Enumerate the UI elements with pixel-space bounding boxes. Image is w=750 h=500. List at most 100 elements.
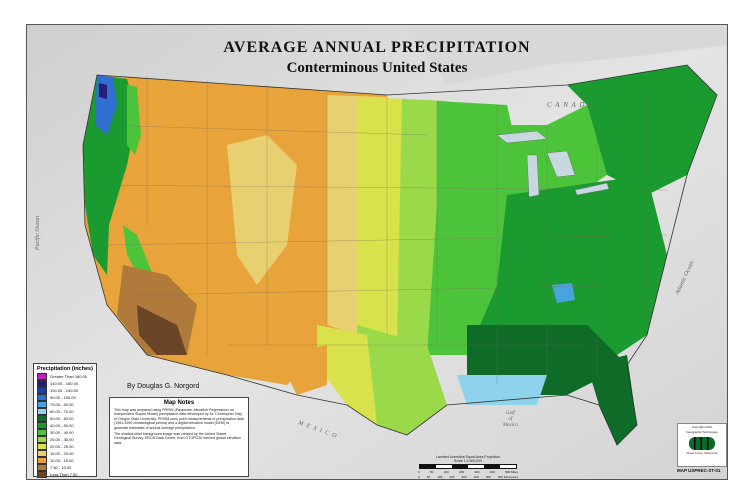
legend-swatch [37, 408, 47, 415]
legend-swatch [37, 429, 47, 436]
scale-tick: 300 [461, 475, 467, 479]
zone-texas-east [357, 325, 447, 435]
legend-swatch [37, 387, 47, 394]
legend-label: 70.00 - 90.00 [50, 402, 74, 407]
notes-paragraph-1: This map was prepared using PRISM (Param… [114, 408, 244, 430]
zone-cascades [127, 85, 141, 155]
globe-logo-icon [689, 436, 715, 450]
map-area: AVERAGE ANNUAL PRECIPITATION Conterminou… [26, 24, 728, 480]
map-id: MAP USPREC-ST-01 [677, 468, 721, 473]
scale-bar-graphic [419, 464, 517, 469]
legend-label: 15.00 - 20.00 [50, 451, 74, 456]
legend-label: Less Than 7.50 [50, 472, 78, 477]
zone-texas-west [277, 345, 327, 395]
legend-item: 40.00 - 50.00 [34, 422, 96, 429]
map-subtitle: Conterminous United States [286, 60, 468, 76]
legend-swatch [37, 471, 47, 478]
copyright-box: Copyright 2001 Geographic Techniques Clo… [677, 423, 727, 467]
legend-swatch [37, 436, 47, 443]
label-canada: C A N A D A [547, 101, 594, 109]
legend-swatch [37, 450, 47, 457]
scale-tick: 100 [437, 475, 443, 479]
scale-tick: 50 [426, 475, 431, 479]
scale-tick: 100 [443, 470, 449, 474]
gulf-line-2: of [508, 417, 513, 422]
legend-swatch [37, 464, 47, 471]
legend-item: 100.00 - 140.00 [34, 387, 96, 394]
scale-tick: 200 [459, 470, 465, 474]
legend-label: 140.00 - 180.00 [50, 381, 79, 386]
legend-label: 90.00 - 100.00 [50, 395, 76, 400]
map-title: AVERAGE ANNUAL PRECIPITATION [223, 39, 531, 56]
scale-bar: Lambert Azimuthal Equal-Area Projection … [413, 455, 523, 479]
legend-label: 20.00 - 25.00 [50, 444, 74, 449]
scale-tick: 400 [473, 475, 479, 479]
us-outline [82, 64, 718, 446]
legend-rows: Greater Than 180.00 140.00 - 180.00 100.00… [34, 373, 96, 478]
legend-label: 25.00 - 30.00 [50, 437, 74, 442]
legend-swatch [37, 401, 47, 408]
legend-label: 50.00 - 60.00 [50, 416, 74, 421]
legend-title: Precipitation (inches) [37, 366, 93, 372]
legend-item: 50.00 - 60.00 [34, 415, 96, 422]
legend-label: 7.50 - 10.00 [50, 465, 72, 470]
legend-label: 100.00 - 140.00 [50, 388, 79, 393]
zone-florida [587, 355, 637, 445]
zone-olympic-peak [99, 83, 107, 99]
canada-relief [407, 25, 727, 85]
zone-appalachian-wet [552, 283, 575, 303]
scale-caption: Scale 1:2,500,000 [453, 459, 483, 463]
gulf-line-3: Mexico [503, 423, 518, 428]
legend-swatch [37, 457, 47, 464]
legend-item: 15.00 - 20.00 [34, 450, 96, 457]
scale-tick: 500 [485, 475, 491, 479]
scale-tick: 0 [418, 475, 420, 479]
legend-item: 30.00 - 40.00 [34, 429, 96, 436]
legend-swatch [37, 443, 47, 450]
scale-ticks-miles: 0 50 100 200 300 400 500 Miles [418, 470, 518, 474]
map-notes: Map Notes This map was prepared using PR… [109, 397, 249, 477]
author-credit: By Douglas G. Norgord [127, 383, 200, 390]
label-gulf-of-mexico: Gulf of Mexico [503, 411, 518, 429]
copyright-line-1: Copyright 2001 [691, 425, 713, 429]
zone-northeast [567, 65, 717, 195]
scale-ticks-km: 0 50 100 200 300 400 500 600 Kilometers [418, 475, 518, 479]
legend-label: Greater Than 180.00 [50, 374, 88, 379]
legend-swatch [37, 415, 47, 422]
legend-swatch [37, 373, 47, 380]
legend-item: 90.00 - 100.00 [34, 394, 96, 401]
legend-swatch [37, 422, 47, 429]
legend-label: 10.00 - 15.00 [50, 458, 74, 463]
precipitation-legend: Precipitation (inches) Greater Than 180.… [33, 363, 97, 478]
zone-sonoran [137, 305, 187, 355]
zone-texas-central [317, 325, 377, 425]
scale-tick: 50 [430, 470, 434, 474]
copyright-line-3: Cloud Cover, Wisconsin [686, 450, 718, 455]
legend-swatch [37, 394, 47, 401]
legend-item: 70.00 - 90.00 [34, 401, 96, 408]
legend-swatch [37, 380, 47, 387]
legend-item: 60.00 - 70.00 [34, 408, 96, 415]
scale-tick: 0 [418, 470, 420, 474]
legend-label: 30.00 - 40.00 [50, 430, 74, 435]
notes-title: Map Notes [163, 400, 195, 406]
projection-caption: Lambert Azimuthal Equal-Area Projection [435, 455, 500, 459]
legend-item: Less Than 7.50 [34, 471, 96, 478]
label-pacific-ocean: Pacific Ocean [35, 215, 42, 251]
legend-label: 40.00 - 50.00 [50, 423, 74, 428]
zone-gulf-coast-wet [457, 375, 547, 405]
zone-rockies [227, 135, 297, 285]
state-borders [86, 75, 668, 385]
legend-label: 60.00 - 70.00 [50, 409, 74, 414]
legend-item: 140.00 - 180.00 [34, 380, 96, 387]
scale-tick: 600 Kilometers [497, 475, 518, 479]
great-lakes [496, 130, 610, 198]
legend-item: 7.50 - 10.00 [34, 464, 96, 471]
legend-item: 25.00 - 30.00 [34, 436, 96, 443]
scale-tick: 200 [449, 475, 455, 479]
copyright-line-2: Geographic Techniques [686, 430, 718, 435]
zone-plains-20 [357, 97, 407, 345]
gulf-line-1: Gulf [505, 411, 515, 416]
notes-paragraph-2: The shaded-relief background image was c… [114, 432, 242, 445]
